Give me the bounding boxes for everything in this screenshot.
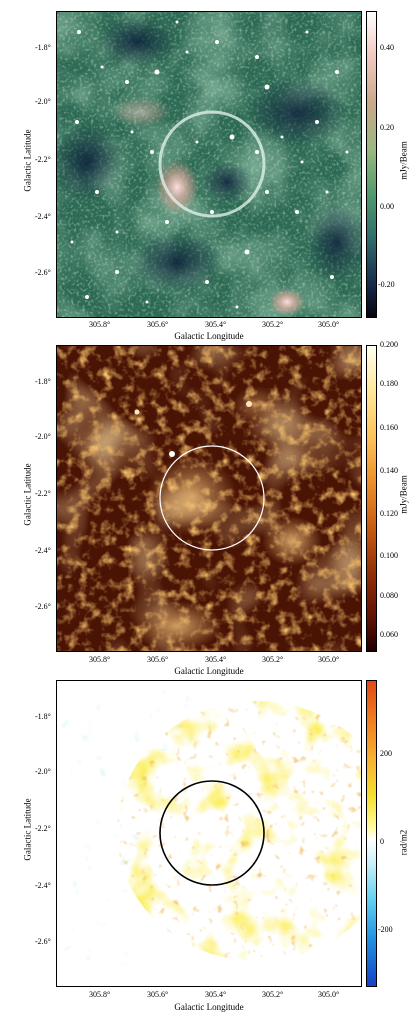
xtick: 305.6° [147,655,169,664]
xtick: 305.4° [205,655,227,664]
image-map-1 [56,11,362,318]
ytick: -2.0° [35,767,51,776]
cbar-tick: 0.200 [380,340,398,349]
cbar-tick: 0.060 [380,630,398,639]
ytick: -2.6° [35,268,51,277]
y-axis-label: Galactic Latitude [22,463,33,526]
cbar-tick: 0.20 [380,123,394,132]
ytick: -2.6° [35,602,51,611]
xtick: 305.8° [89,655,111,664]
xtick: 305.6° [147,990,169,999]
x-axis-label: Galactic Longitude [174,331,244,341]
ytick: -2.2° [35,489,51,498]
ytick: -2.6° [35,937,51,946]
ytick: -1.8° [35,377,51,386]
cbar-tick: 0.40 [380,43,394,52]
cbar-tick: 0.100 [380,551,398,560]
xtick: 305.0° [318,655,340,664]
xtick: 305.2° [262,320,284,329]
map-image-1 [57,12,361,317]
xtick: 305.2° [262,655,284,664]
ytick: -2.2° [35,155,51,164]
colorbar-1 [366,11,377,318]
cbar-tick: 0.00 [380,202,394,211]
image-map-3 [56,680,362,987]
ytick: -2.4° [35,546,51,555]
xtick: 305.8° [89,320,111,329]
cbar-tick: -0.20 [378,280,395,289]
ytick: -2.2° [35,824,51,833]
cbar-tick: 0.160 [380,423,398,432]
cbar-tick: 0.080 [380,591,398,600]
map-image-3 [57,681,361,986]
x-axis-label: Galactic Longitude [174,1002,244,1012]
colorbar-label: mJy/Beam [398,141,409,180]
cbar-tick: 0.140 [380,466,398,475]
xtick: 305.0° [318,990,340,999]
cbar-tick: 0 [380,837,384,846]
map-image-2 [57,346,361,651]
colorbar-label: rad/m2 [398,829,409,856]
ytick: -2.4° [35,881,51,890]
cbar-tick: 200 [380,749,392,758]
colorbar-2 [366,345,377,652]
cbar-tick: 0.120 [380,509,398,518]
cbar-tick: -200 [378,925,393,934]
x-axis-label: Galactic Longitude [174,666,244,676]
xtick: 305.4° [205,990,227,999]
xtick: 305.0° [318,320,340,329]
xtick: 305.4° [205,320,227,329]
cbar-tick: 0.180 [380,379,398,388]
xtick: 305.2° [262,990,284,999]
point-sources [70,20,349,309]
ytick: -2.0° [35,432,51,441]
ytick: -2.0° [35,97,51,106]
ytick: -1.8° [35,712,51,721]
ytick: -1.8° [35,43,51,52]
colorbar-label: mJy/Beam [398,475,409,514]
image-map-2 [56,345,362,652]
colorbar-3 [366,680,377,987]
xtick: 305.6° [147,320,169,329]
y-axis-label: Galactic Latitude [22,129,33,192]
y-axis-label: Galactic Latitude [22,798,33,861]
ytick: -2.4° [35,212,51,221]
xtick: 305.8° [89,990,111,999]
